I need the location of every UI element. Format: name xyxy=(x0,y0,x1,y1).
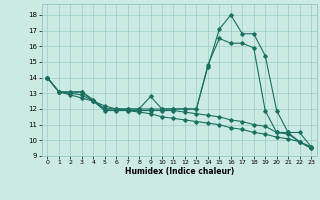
X-axis label: Humidex (Indice chaleur): Humidex (Indice chaleur) xyxy=(124,167,234,176)
